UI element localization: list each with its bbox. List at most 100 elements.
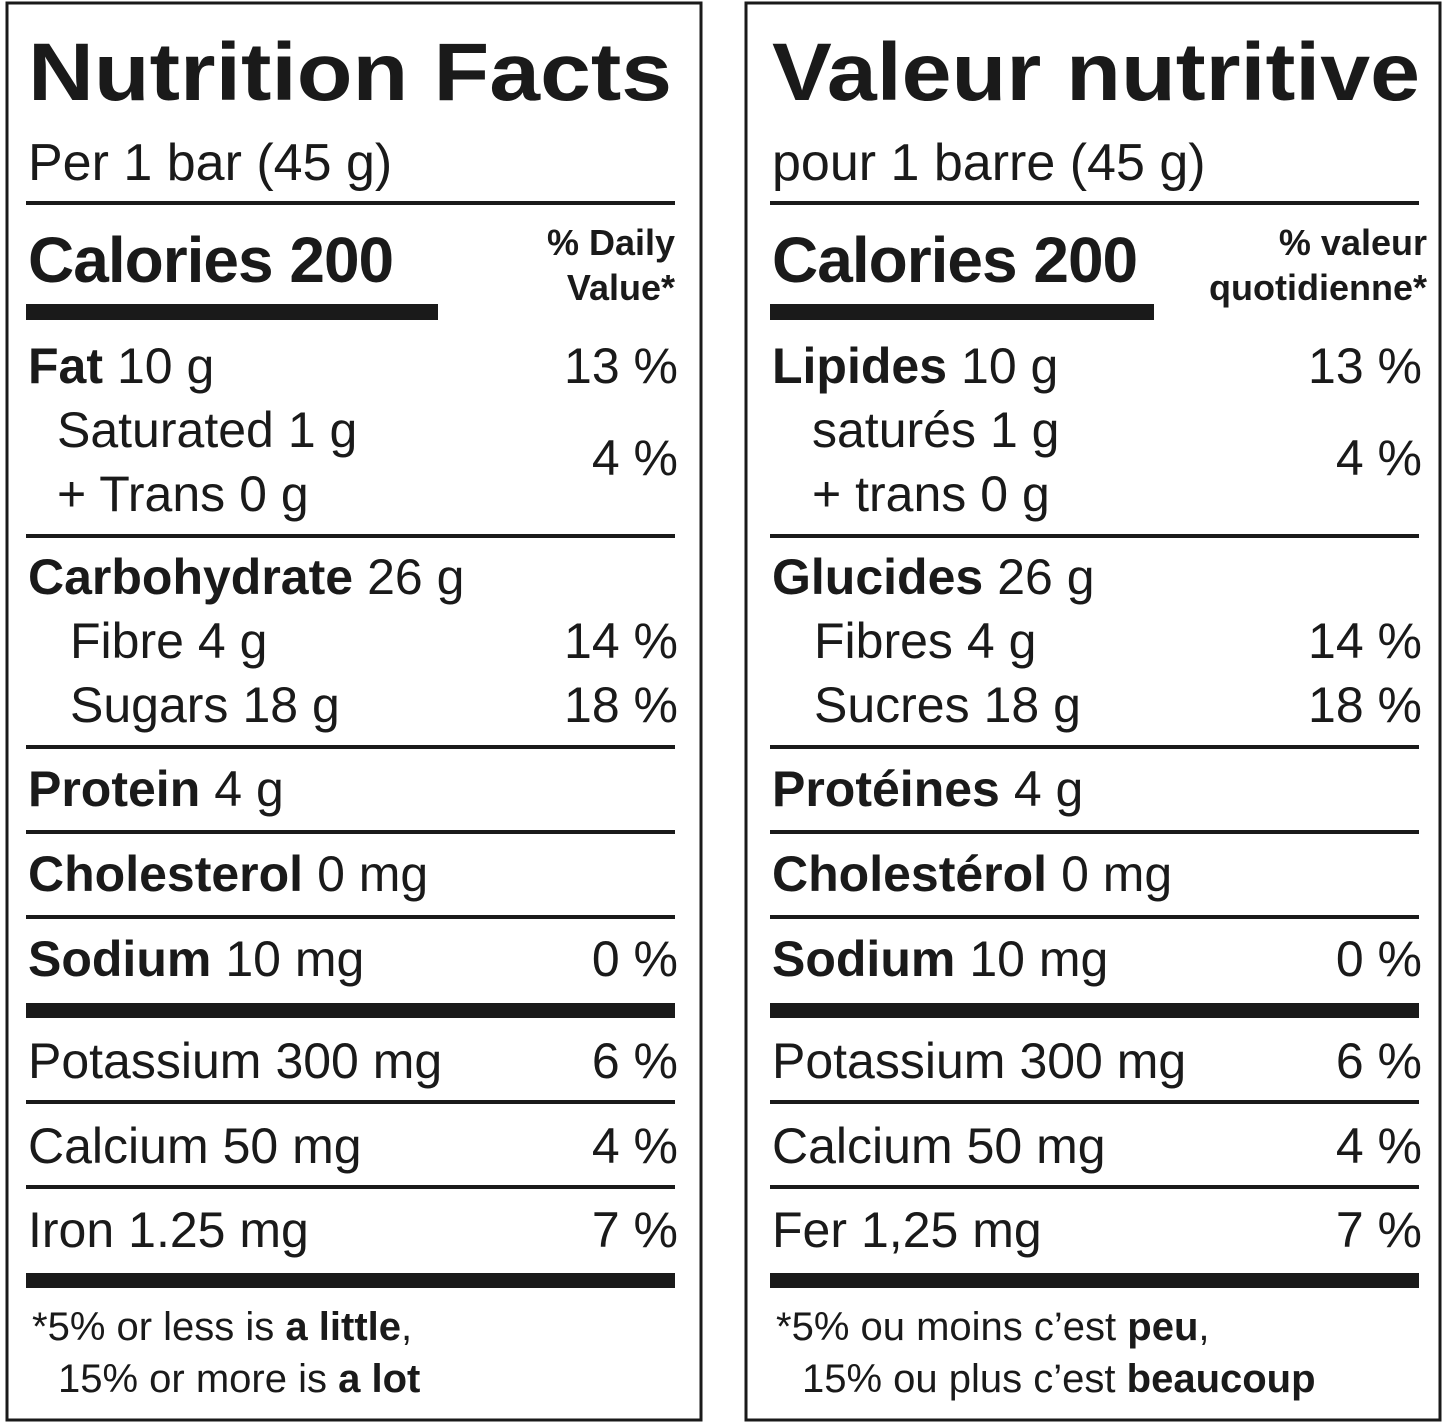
nutrient-name: Potassium — [772, 1033, 1005, 1089]
rule — [770, 915, 1419, 919]
daily-value: 4 % — [1336, 430, 1422, 486]
panel-frame — [5, 1, 703, 1422]
nutrient-name: Cholesterol — [28, 846, 303, 902]
nutrient-name: Protein — [28, 761, 200, 817]
daily-value: 14 % — [564, 613, 678, 669]
nutrient-row: Glucides 26 g — [772, 549, 1095, 605]
nutrient-name: Lipides — [772, 338, 947, 394]
nutrient-amount: 1 g — [288, 402, 358, 458]
calories: Calories 200 — [772, 224, 1137, 296]
nutrient-name: Sodium — [28, 931, 211, 987]
nutrient-row: Fibre 4 g — [70, 613, 267, 669]
nutrient-row: Cholesterol 0 mg — [28, 846, 428, 902]
rule — [770, 1100, 1419, 1104]
dv-header: quotidienne* — [1209, 267, 1427, 308]
rule — [770, 830, 1419, 834]
nutrient-row: Iron 1.25 mg — [28, 1202, 309, 1258]
nutrient-name: + Trans — [57, 466, 225, 522]
footnote: *5% or less is a little, — [32, 1305, 412, 1349]
footnote-part: , — [401, 1305, 412, 1349]
footnote: *5% ou moins c’est peu, — [776, 1305, 1210, 1349]
nutrient-amount: 10 g — [961, 338, 1058, 394]
nutrient-row: Fat 10 g — [28, 338, 214, 394]
nutrient-name: Fibre — [70, 613, 184, 669]
nutrient-name: Saturated — [57, 402, 274, 458]
thick-rule — [26, 1273, 675, 1288]
daily-value: 4 % — [1336, 1118, 1422, 1174]
nutrient-row: Potassium 300 mg — [772, 1033, 1186, 1089]
nutrient-row: Sodium 10 mg — [772, 931, 1108, 987]
nutrient-name: + trans — [812, 466, 966, 522]
nutrient-amount: 26 g — [997, 549, 1094, 605]
nutrient-name: Cholestérol — [772, 846, 1047, 902]
nutrient-row: Sucres 18 g — [814, 677, 1081, 733]
nutrient-row: Calcium 50 mg — [28, 1118, 362, 1174]
footnote-part: 15% or more is — [58, 1357, 338, 1401]
rule — [26, 915, 675, 919]
rule — [26, 201, 675, 205]
thick-rule — [770, 1273, 1419, 1288]
daily-value: 7 % — [1336, 1202, 1422, 1258]
nutrient-amount: 26 g — [367, 549, 464, 605]
nutrient-amount: 10 mg — [225, 931, 364, 987]
dv-header: % valeur — [1279, 222, 1427, 263]
nutrient-row: + Trans 0 g — [57, 466, 309, 522]
daily-value: 7 % — [592, 1202, 678, 1258]
nutrient-amount: 1.25 mg — [128, 1202, 309, 1258]
nutrient-name: Fer — [772, 1202, 847, 1258]
nutrient-name: saturés — [812, 402, 976, 458]
nutrient-name: Carbohydrate — [28, 549, 353, 605]
nutrient-row: saturés 1 g — [812, 402, 1059, 458]
thick-rule — [770, 1003, 1419, 1018]
nutrient-amount: 10 mg — [969, 931, 1108, 987]
nutrient-amount: 18 g — [984, 677, 1081, 733]
footnote-part: a little — [285, 1305, 401, 1349]
nutrient-row: Lipides 10 g — [772, 338, 1058, 394]
dv-header: Value* — [567, 267, 675, 308]
footnote: 15% ou plus c’est beaucoup — [802, 1357, 1316, 1401]
footnote-part: , — [1198, 1305, 1209, 1349]
calories: Calories 200 — [28, 224, 393, 296]
nutrient-name: Iron — [28, 1202, 114, 1258]
daily-value: 4 % — [592, 1118, 678, 1174]
nutrient-amount: 4 g — [1014, 761, 1084, 817]
rule — [770, 201, 1419, 205]
rule — [770, 745, 1419, 749]
rule — [770, 534, 1419, 538]
nutrient-amount: 0 mg — [317, 846, 428, 902]
daily-value: 0 % — [592, 931, 678, 987]
title: Nutrition Facts — [28, 27, 672, 118]
nutrient-row: Fibres 4 g — [814, 613, 1036, 669]
rule — [26, 830, 675, 834]
serving-size: pour 1 barre (45 g) — [772, 134, 1206, 192]
nutrient-name: Sodium — [772, 931, 955, 987]
nutrient-name: Sugars — [70, 677, 228, 733]
nutrient-amount: 50 mg — [967, 1118, 1106, 1174]
nutrient-amount: 10 g — [117, 338, 214, 394]
nutrient-amount: 4 g — [967, 613, 1037, 669]
nutrient-row: Carbohydrate 26 g — [28, 549, 464, 605]
footnote-part: peu — [1127, 1305, 1198, 1349]
nutrient-name: Fat — [28, 338, 103, 394]
nutrient-row: Sodium 10 mg — [28, 931, 364, 987]
nutrient-amount: 300 mg — [1019, 1033, 1186, 1089]
nutrient-amount: 18 g — [242, 677, 339, 733]
nutrient-amount: 1,25 mg — [861, 1202, 1042, 1258]
nutrient-amount: 0 mg — [1061, 846, 1172, 902]
daily-value: 0 % — [1336, 931, 1422, 987]
nutrient-row: Protein 4 g — [28, 761, 284, 817]
nutrient-amount: 0 g — [980, 466, 1050, 522]
footnote-part: a lot — [338, 1357, 420, 1401]
nutrient-row: Potassium 300 mg — [28, 1033, 442, 1089]
nutrient-row: + trans 0 g — [812, 466, 1050, 522]
nutrient-amount: 4 g — [214, 761, 284, 817]
footnote-part: beaucoup — [1127, 1357, 1316, 1401]
nutrient-name: Protéines — [772, 761, 1000, 817]
daily-value: 18 % — [1308, 677, 1422, 733]
daily-value: 6 % — [592, 1033, 678, 1089]
nutrient-row: Fer 1,25 mg — [772, 1202, 1042, 1258]
nutrient-name: Glucides — [772, 549, 983, 605]
footnote: 15% or more is a lot — [58, 1357, 420, 1401]
nutrient-row: Protéines 4 g — [772, 761, 1083, 817]
